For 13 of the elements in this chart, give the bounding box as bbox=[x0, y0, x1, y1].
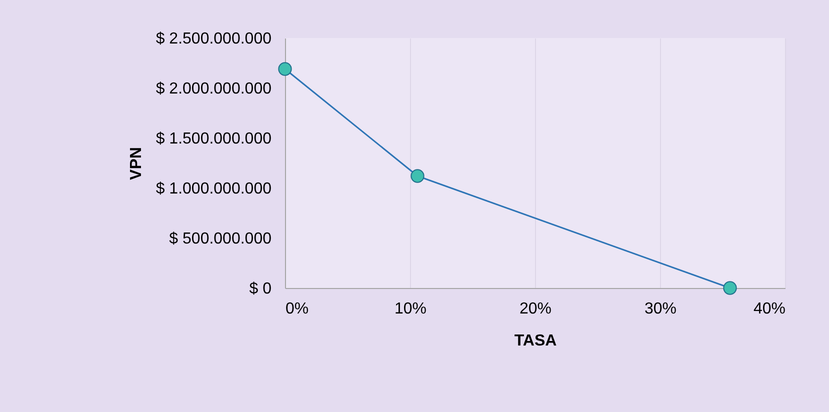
y-axis-title: VPN bbox=[128, 147, 145, 180]
x-tick-label: 0% bbox=[286, 300, 309, 318]
x-tick-label: 20% bbox=[519, 300, 552, 318]
y-tick-label: $ 2.500.000.000 bbox=[156, 30, 272, 48]
y-tick-label: $ 1.500.000.000 bbox=[156, 130, 272, 148]
x-tick-label: 40% bbox=[753, 300, 786, 318]
x-tick-label: 30% bbox=[644, 300, 677, 318]
y-tick-label: $ 2.000.000.000 bbox=[156, 80, 272, 98]
y-tick-label: $ 500.000.000 bbox=[169, 230, 272, 248]
x-tick-label: 10% bbox=[394, 300, 427, 318]
y-tick-label: $ 1.000.000.000 bbox=[156, 180, 272, 198]
x-axis-title: TASA bbox=[514, 332, 558, 350]
y-tick-label: $ 0 bbox=[249, 280, 272, 298]
